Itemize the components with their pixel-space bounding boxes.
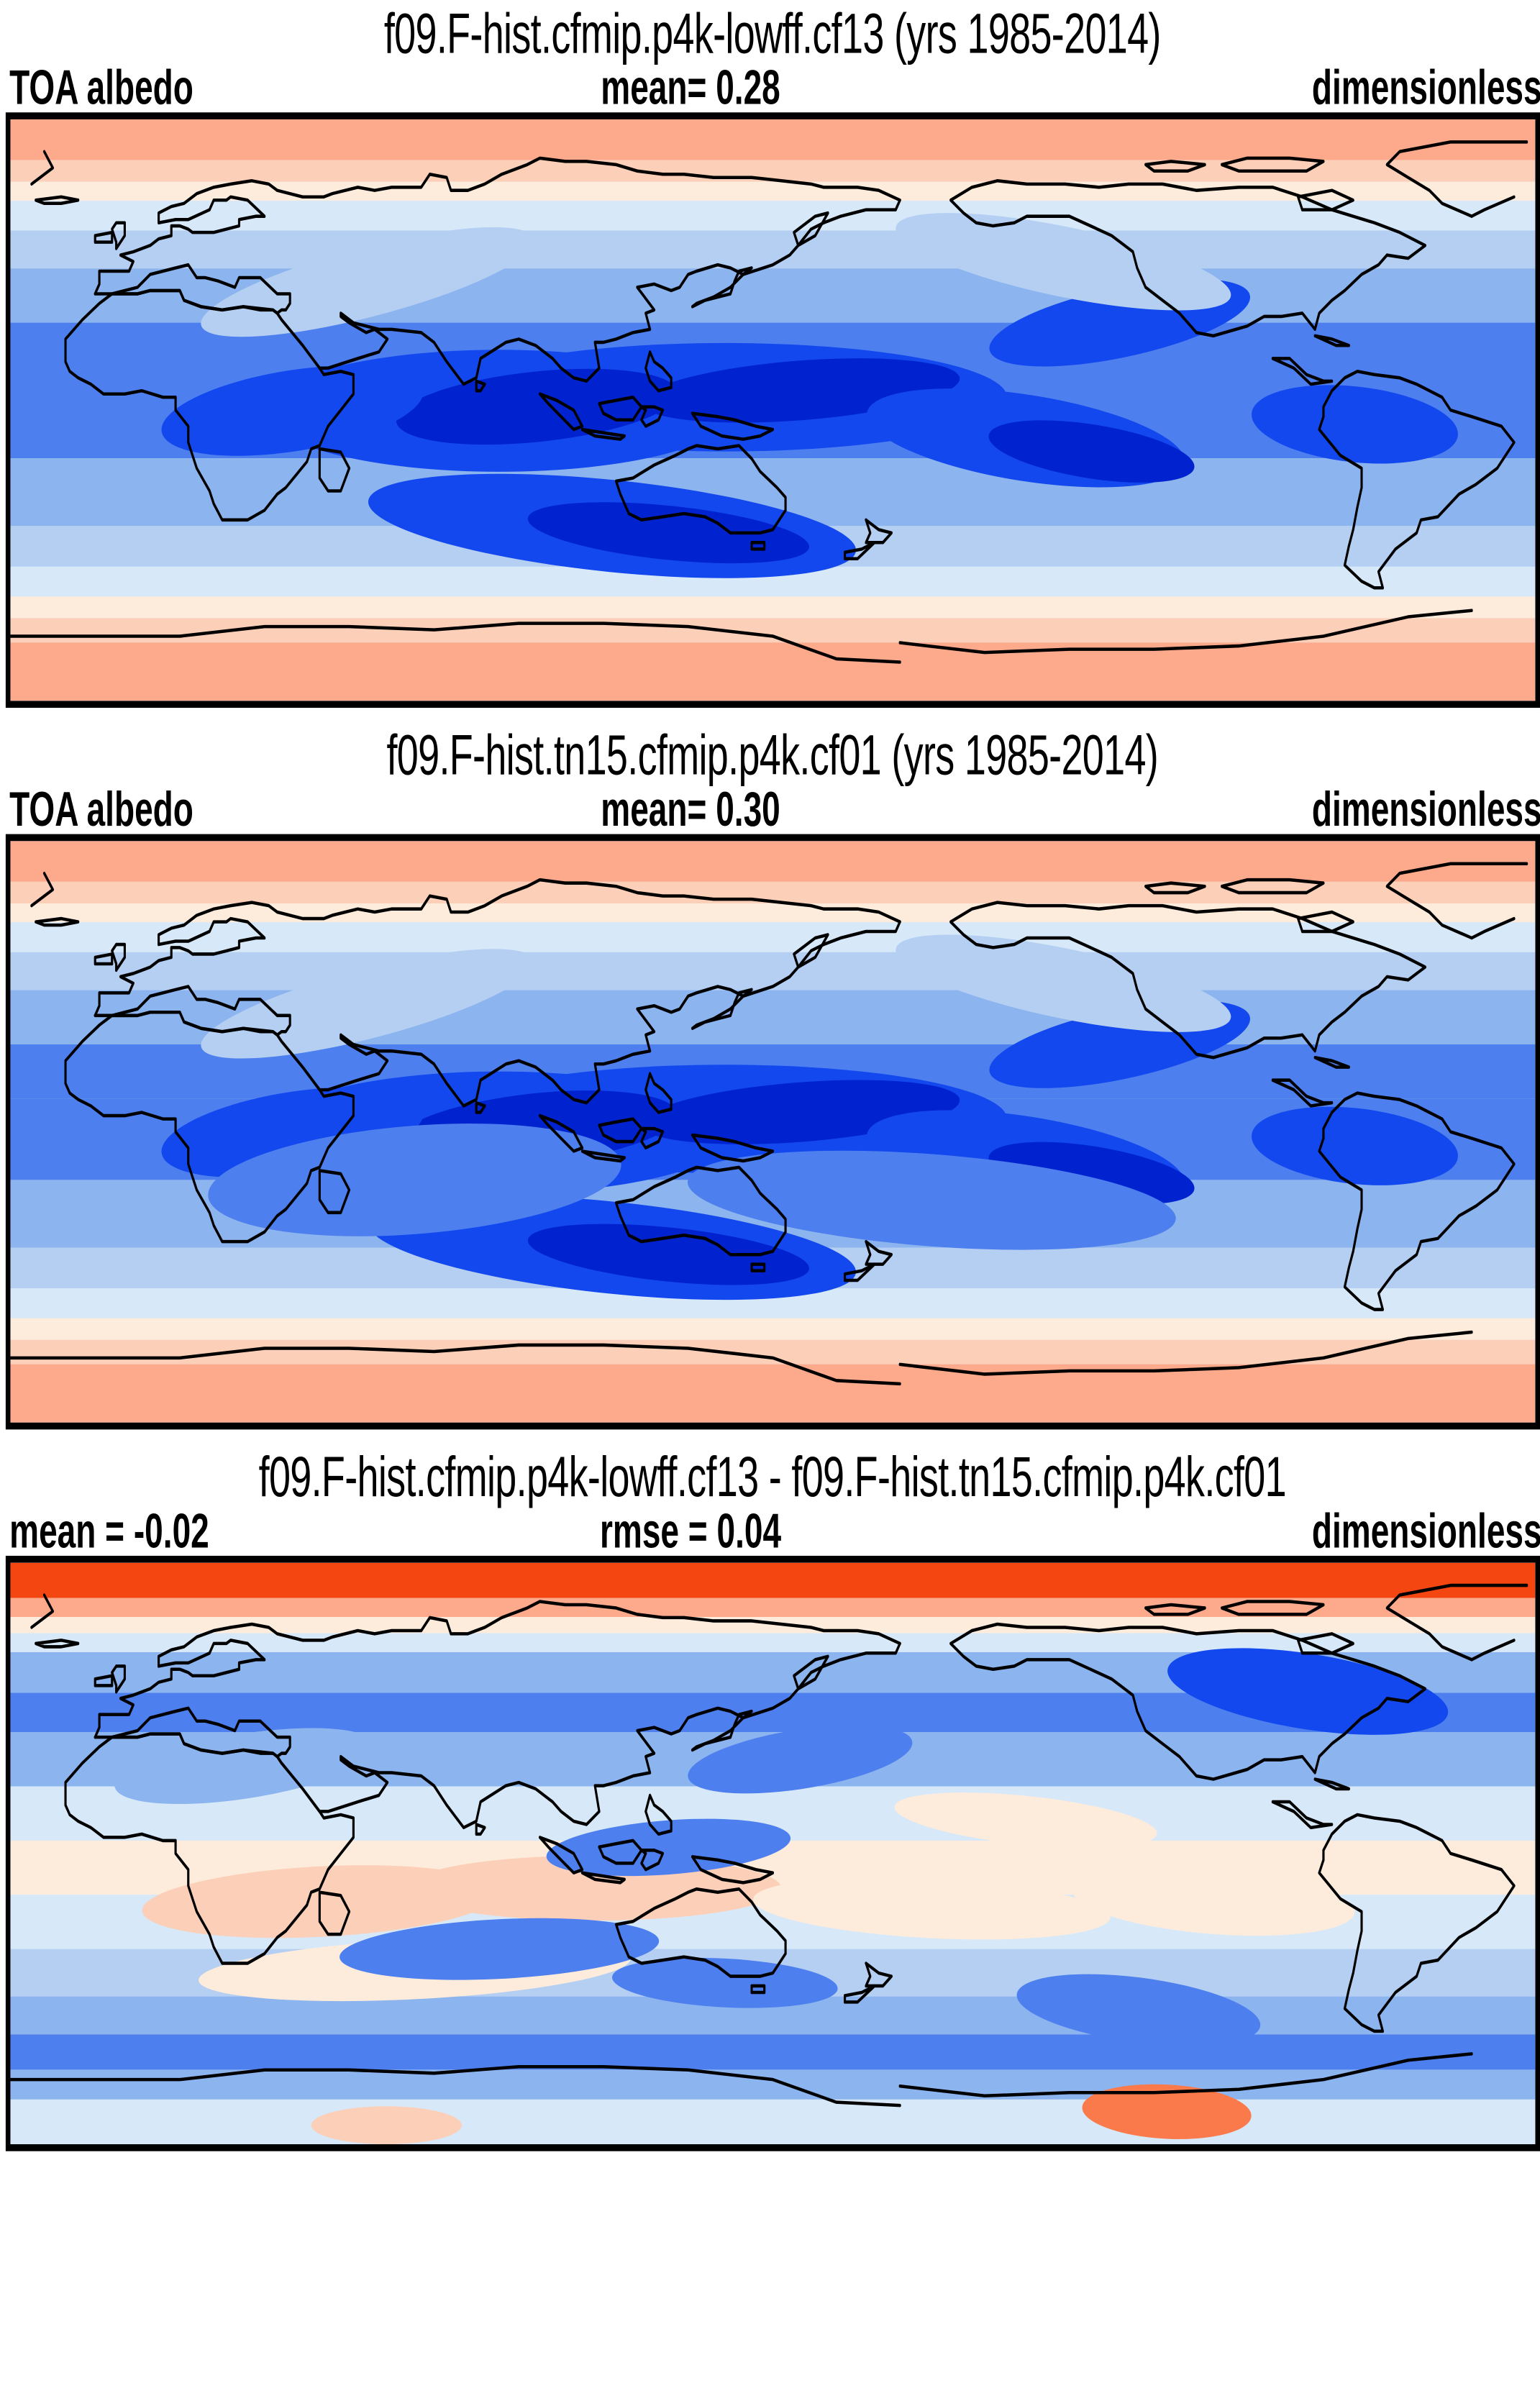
panel-3-center-label: rmse = 0.04: [599, 1504, 782, 1559]
panel-1-title: f09.F-hist.cfmip.p4k-lowff.cf13 (yrs 198…: [383, 1, 1162, 65]
panel-3-title: f09.F-hist.cfmip.p4k-lowff.cf13 - f09.F-…: [258, 1444, 1287, 1509]
panel-1-left-label: TOA albedo: [9, 60, 193, 116]
map-1-canvas: [10, 119, 1536, 701]
panel-2-title: f09.F-hist.tn15.cfmip.p4k.cf01 (yrs 1985…: [386, 723, 1159, 788]
figure-root: ANN f09.F-hist.cfmip.p4k-lowff.cf13 (yrs…: [5, 1, 1540, 2151]
panel-2-right-label: dimensionless: [1311, 783, 1540, 837]
panel-3-right-label: dimensionless: [1311, 1504, 1540, 1559]
panel-2-center-label: mean= 0.30: [601, 783, 780, 837]
panel-1-center-label: mean= 0.28: [601, 60, 780, 116]
map-panel-albedo-difference[interactable]: [5, 1555, 1540, 2151]
panel-3-left-label: mean = -0.02: [9, 1504, 209, 1559]
map-panel-albedo-cf13[interactable]: [5, 112, 1540, 708]
map-3-canvas: [10, 1562, 1536, 2145]
map-panel-albedo-cf01[interactable]: [5, 834, 1540, 1430]
panel-1-right-label: dimensionless: [1311, 60, 1540, 116]
map-2-canvas: [10, 841, 1536, 1423]
panel-2-left-label: TOA albedo: [9, 783, 193, 837]
